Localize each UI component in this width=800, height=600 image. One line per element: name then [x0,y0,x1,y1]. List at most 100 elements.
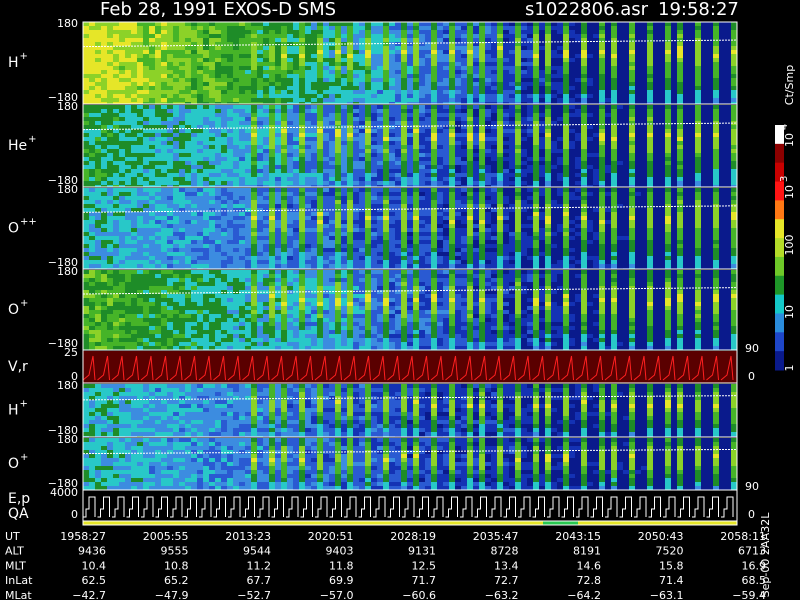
spectrogram-cell [599,153,605,157]
spectrogram-cell [527,66,533,70]
spectrogram-cell [635,121,641,125]
spectrogram-cell [287,50,293,54]
spectrogram-cell [179,145,185,149]
spectrogram-cell [155,177,161,181]
spectrogram-cell [113,181,119,185]
spectrogram-cell [431,42,437,46]
spectrogram-cell [161,58,167,62]
spectrogram-cell [323,105,329,109]
spectrogram-cell [713,58,719,62]
spectrogram-cell [383,181,389,185]
spectrogram-cell [449,58,455,62]
spectrogram-cell [257,113,263,117]
spectrogram-cell [599,38,605,42]
spectrogram-cell [323,74,329,78]
spectrogram-cell [185,30,191,34]
spectrogram-cell [239,102,245,104]
spectrogram-cell [377,90,383,94]
spectrogram-cell [581,153,587,157]
spectrogram-cell [431,66,437,70]
spectrogram-cell [83,78,89,82]
spectrogram-cell [479,161,485,165]
spectrogram-cell [161,181,167,185]
spectrogram-cell [155,22,161,26]
spectrogram-cell [671,98,677,102]
spectrogram-cell [149,117,155,121]
spectrogram-cell [395,62,401,66]
spectrogram-cell [623,161,629,165]
spectrogram-cell [443,78,449,82]
spectrogram-cell [701,161,707,165]
spectrogram-cell [533,90,539,94]
spectrogram-cell [395,137,401,141]
spectrogram-cell [257,169,263,173]
spectrogram-cell [503,133,509,137]
spectrogram-cell [281,157,287,161]
spectrogram-cell [371,38,377,42]
spectrogram-cell [665,161,671,165]
spectrogram-cell [575,38,581,42]
spectrogram-cell [95,105,101,109]
spectrogram-cell [713,141,719,145]
spectrogram-cell [617,109,623,113]
spectrogram-cell [179,121,185,125]
spectrogram-cell [653,129,659,133]
spectrogram-cell [305,30,311,34]
spectrogram-cell [233,90,239,94]
spectrogram-cell [443,137,449,141]
spectrogram-cell [419,177,425,181]
spectrogram-cell [179,196,185,200]
spectrogram-cell [131,260,137,264]
spectrogram-cell [677,105,683,109]
spectrogram-cell [461,94,467,98]
spectrogram-cell [323,34,329,38]
spectrogram-cell [107,240,113,244]
spectrogram-cell [101,177,107,181]
spectrogram-cell [473,185,479,187]
spectrogram-cell [191,240,197,244]
spectrogram-cell [305,169,311,173]
spectrogram-cell [473,98,479,102]
spectrogram-cell [317,66,323,70]
spectrogram-cell [563,105,569,109]
spectrogram-cell [143,30,149,34]
spectrogram-cell [299,109,305,113]
spectrogram-cell [461,90,467,94]
spectrogram-cell [473,78,479,82]
spectrogram-cell [119,236,125,240]
spectrogram-cell [497,185,503,187]
spectrogram-cell [599,78,605,82]
spectrogram-cell [131,98,137,102]
spectrogram-cell [155,181,161,185]
spectrogram-cell [137,90,143,94]
spectrogram-cell [341,30,347,34]
spectrogram-cell [647,121,653,125]
spectrogram-cell [383,165,389,169]
spectrogram-cell [455,113,461,117]
spectrogram-cell [437,74,443,78]
spectrogram-cell [701,149,707,153]
spectrogram-cell [653,46,659,50]
spectrogram-cell [209,46,215,50]
spectrogram-cell [647,22,653,26]
spectrogram-cell [293,46,299,50]
spectrogram-cell [671,145,677,149]
spectrogram-cell [665,86,671,90]
spectrogram-cell [545,46,551,50]
spectrogram-cell [569,62,575,66]
spectrogram-cell [179,256,185,260]
spectrogram-cell [311,145,317,149]
spectrogram-cell [635,141,641,145]
spectrogram-cell [335,86,341,90]
spectrogram-cell [629,102,635,104]
spectrogram-cell [221,94,227,98]
spectrogram-cell [449,34,455,38]
spectrogram-cell [101,90,107,94]
spectrogram-cell [353,50,359,54]
spectrogram-cell [407,62,413,66]
spectrogram-cell [185,216,191,220]
spectrogram-cell [101,228,107,232]
spectrogram-cell [437,42,443,46]
spectrogram-cell [641,94,647,98]
spectrogram-cell [623,86,629,90]
